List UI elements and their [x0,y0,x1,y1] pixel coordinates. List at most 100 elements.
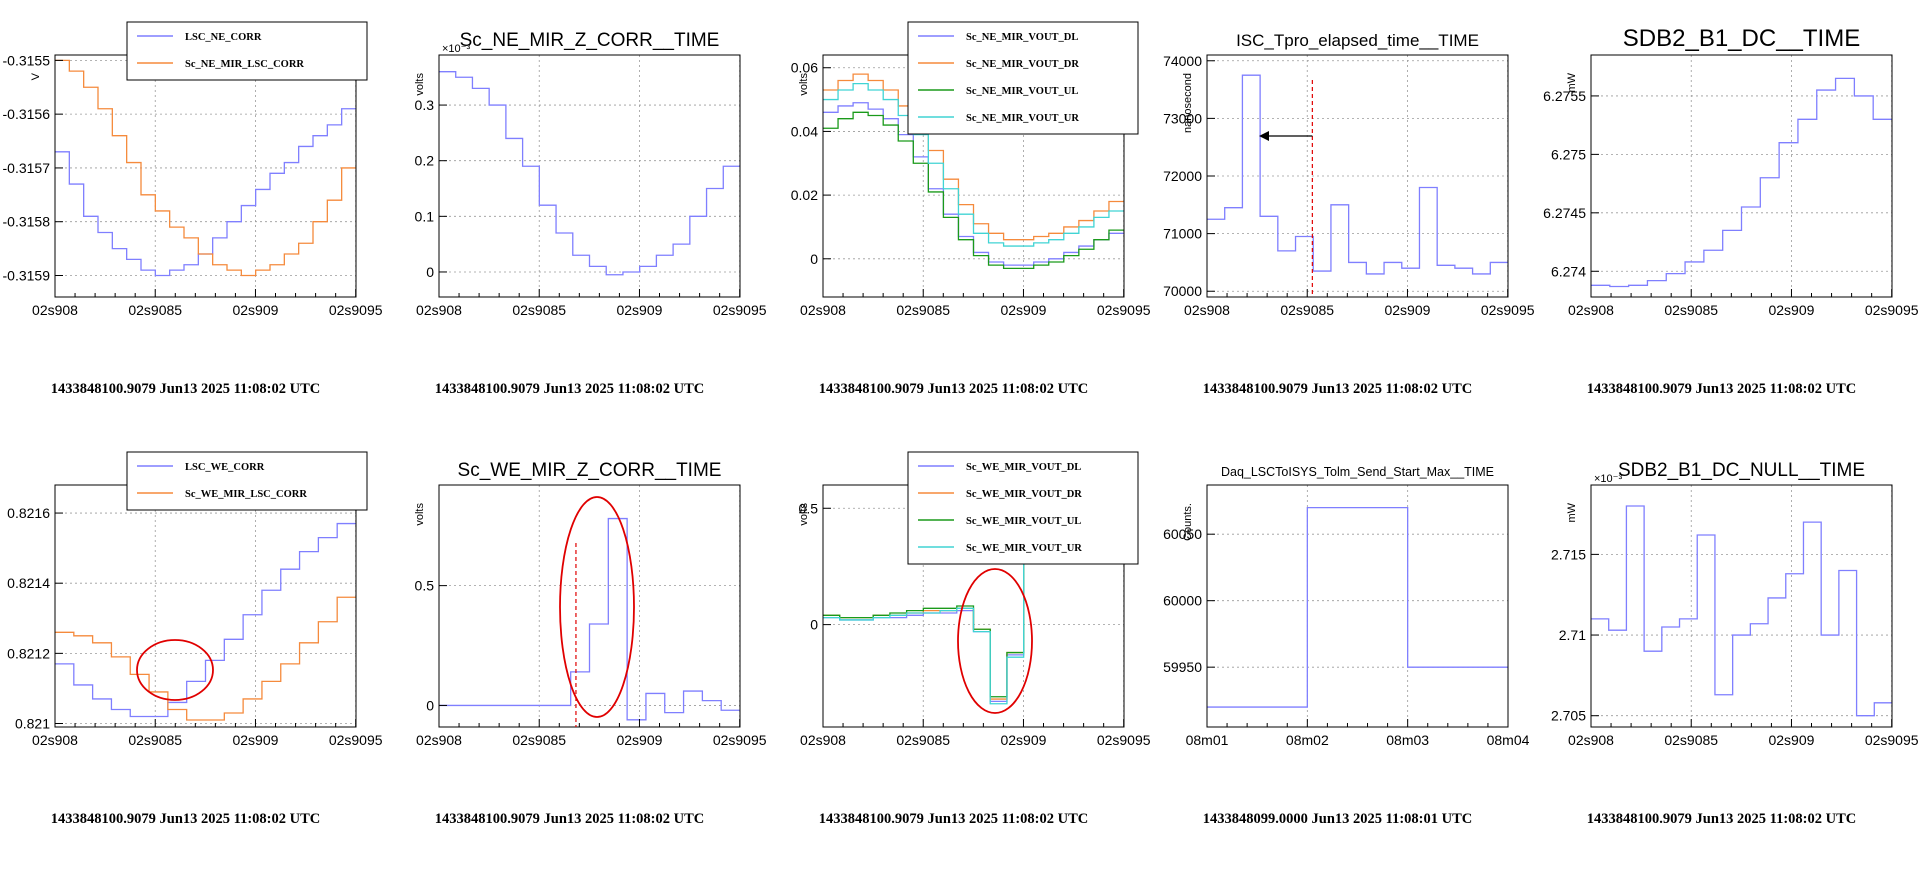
timestamp-footer: 1433848100.9079 Jun13 2025 11:08:02 UTC [819,811,1088,827]
series-line-1 [55,522,356,718]
x-tick-label: 02s9095 [713,302,767,318]
series-line-2 [823,73,1124,241]
chart-panel-p3: 02s908 02s9085 02s909 02s9095 0 0.02 0.04 0.06 v… [768,0,1152,430]
y-tick-label: 2.71 [1559,627,1586,643]
y-tick-label: 6.274 [1551,263,1586,279]
timestamp-footer: 1433848100.9079 Jun13 2025 11:08:02 UTC [1587,381,1856,397]
timestamp-footer: 1433848100.9079 Jun13 2025 11:08:02 UTC [51,381,320,397]
x-tick-label: 02s909 [1384,302,1430,318]
y-tick-label: -0.3155 [3,52,51,68]
y-tick-label: 0.1 [415,208,435,224]
chart-title: SDB2_B1_DC__TIME [1623,25,1860,52]
y-tick-label: 70000 [1163,283,1202,299]
legend-label: Sc_NE_MIR_VOUT_UL [966,86,1078,97]
legend [907,21,1139,135]
x-tick-label: 02s908 [32,302,78,318]
series-line-1 [1207,74,1508,275]
timestamp-footer: 1433848100.9079 Jun13 2025 11:08:02 UTC [1587,811,1856,827]
plot-frame [1590,54,1893,298]
x-tick-label: 02s9085 [896,732,950,748]
y-tick-label: 0.02 [791,187,818,203]
plot-frame [1206,484,1509,728]
x-tick-label: 08m03 [1386,732,1429,748]
legend [126,21,368,81]
series-line-1 [1591,77,1892,288]
y-tick-label: 0 [810,251,818,267]
x-tick-label: 02s9085 [128,302,182,318]
x-tick-label: 02s9085 [896,302,950,318]
x-tick-label: 08m01 [1186,732,1229,748]
x-tick-label: 02s9085 [512,302,566,318]
red-circle-annotation [559,496,635,718]
x-tick-label: 02s9085 [1664,732,1718,748]
series-line-1 [823,102,1124,266]
series-line-2 [55,59,356,277]
y-tick-label: 6.2745 [1543,205,1586,221]
chart-panel-p2: 02s908 02s9085 02s909 02s9095 0 0.1 0.2 0.3 volt… [384,0,768,430]
y-tick-label: 6.275 [1551,146,1586,162]
x-tick-label: 02s9085 [128,732,182,748]
x-tick-label: 08m04 [1487,732,1530,748]
chart-svg-p2: 02s908 02s9085 02s909 02s9095 0 0.1 0.2 0.3volt… [414,30,767,397]
series-line-1 [55,108,356,277]
timestamp-footer: 1433848100.9079 Jun13 2025 11:08:02 UTC [819,381,1088,397]
y-tick-label: 0 [810,617,818,633]
chart-title: SDB2_B1_DC_NULL__TIME [1618,460,1865,481]
chart-panel-p8: 02s908 02s9085 02s909 02s9095 0 0.5 volts Sc_WE… [768,430,1152,860]
legend-label: Sc_WE_MIR_LSC_CORR [185,489,307,500]
x-tick-label: 02s9095 [1481,302,1535,318]
y-tick-label: 0 [426,264,434,280]
x-tick-label: 02s9095 [1865,302,1919,318]
y-tick-label: 0 [426,697,434,713]
series-line-1 [1591,505,1892,717]
y-axis-label: volts [414,503,426,526]
x-tick-label: 08m02 [1286,732,1329,748]
y-tick-label: -0.3158 [3,214,51,230]
timestamp-footer: 1433848100.9079 Jun13 2025 11:08:02 UTC [435,811,704,827]
legend-label: Sc_WE_MIR_VOUT_UL [966,516,1081,527]
y-tick-label: 0.5 [415,578,435,594]
x-tick-label: 02s908 [416,732,462,748]
y-axis-label: mW [1566,72,1578,92]
chart-svg-p7: 02s908 02s9085 02s909 02s9095 0 0.5 volts Sc_WE… [414,460,767,827]
y-tick-label: 0.5 [799,500,819,516]
series-line-2 [55,596,356,721]
chart-svg-p1: 02s908 02s9085 02s909 02s9095 -0.3155 -0.3156… [3,21,383,397]
y-axis-exponent: ×10⁻³ [442,43,470,55]
timestamp-footer: 1433848100.9079 Jun13 2025 11:08:02 UTC [1203,381,1472,397]
y-axis-label: Counts. [1182,503,1194,541]
x-tick-label: 02s909 [1000,732,1046,748]
chart-title: Sc_WE_MIR_Z_CORR__TIME [458,460,722,481]
legend-label: Sc_WE_MIR_VOUT_DL [966,462,1081,473]
chart-title: Daq_LSCToISYS_Tolm_Send_Start_Max__TIME [1221,465,1494,479]
legend-label: Sc_NE_MIR_VOUT_DL [966,32,1078,43]
x-tick-label: 02s909 [1000,302,1046,318]
y-tick-label: 0.04 [791,123,818,139]
timestamp-footer: 1433848100.9079 Jun13 2025 11:08:02 UTC [435,381,704,397]
chart-panel-p6: 02s908 02s9085 02s909 02s9095 0.821 0.8212 0.8… [0,430,384,860]
y-axis-label: volts [414,73,426,96]
x-tick-label: 02s908 [416,302,462,318]
chart-panel-p5: 02s908 02s9085 02s909 02s9095 6.274 6.2745 6.2… [1536,0,1920,430]
y-tick-label: 72000 [1163,168,1202,184]
x-tick-label: 02s908 [800,302,846,318]
y-tick-label: 74000 [1163,53,1202,69]
arrow-head [1259,131,1269,141]
x-tick-label: 02s9085 [1664,302,1718,318]
chart-svg-p5: 02s908 02s9085 02s909 02s9095 6.274 6.2745 6.2… [1543,25,1919,397]
legend-label: Sc_WE_MIR_VOUT_UR [966,543,1082,554]
legend [907,451,1139,565]
series-line-1 [439,71,740,276]
legend-label: LSC_NE_CORR [185,32,262,43]
legend-label: Sc_NE_MIR_VOUT_UR [966,113,1079,124]
x-tick-label: 02s9095 [329,302,383,318]
legend-label: Sc_WE_MIR_VOUT_DR [966,489,1082,500]
y-tick-label: -0.3157 [3,160,51,176]
y-tick-label: 0.8214 [7,575,50,591]
x-tick-label: 02s908 [1568,732,1614,748]
series-line-1 [439,517,740,721]
chart-svg-p9: 08m01 08m02 08m03 08m04 59950 60000 60050Count… [1163,465,1530,827]
x-tick-label: 02s909 [1768,732,1814,748]
